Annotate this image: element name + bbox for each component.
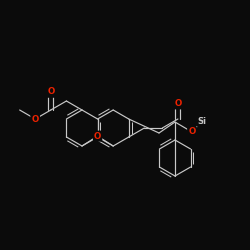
Text: O: O <box>32 114 39 124</box>
Text: O: O <box>32 114 39 124</box>
Text: O: O <box>188 128 196 136</box>
Text: O: O <box>47 88 54 96</box>
Text: O: O <box>47 88 54 96</box>
Text: O: O <box>174 99 182 108</box>
Text: O: O <box>94 132 101 140</box>
Text: O: O <box>188 128 196 136</box>
Text: O: O <box>174 99 182 108</box>
Text: Si: Si <box>198 116 206 126</box>
Text: Si: Si <box>198 116 206 126</box>
